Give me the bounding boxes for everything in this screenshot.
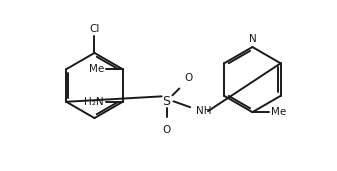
Text: Cl: Cl [89,24,100,34]
Text: Me: Me [271,107,286,117]
Text: N: N [248,34,256,44]
Text: O: O [162,125,171,135]
Text: NH: NH [196,106,212,116]
Text: Me: Me [89,64,104,74]
Text: O: O [184,73,192,83]
Text: S: S [162,95,171,108]
Text: H₂N: H₂N [84,97,104,107]
